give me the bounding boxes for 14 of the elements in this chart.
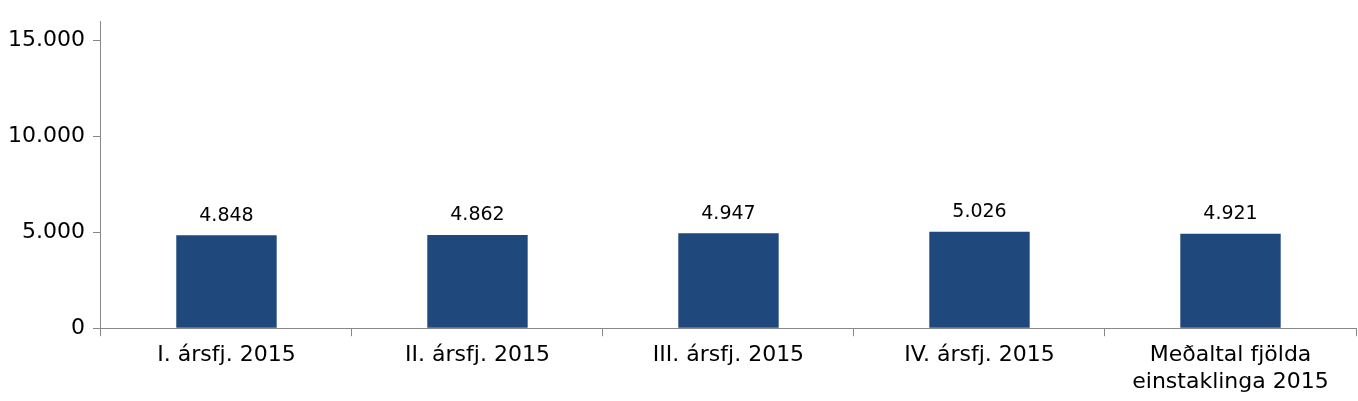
y-tick-label: 15.000 (7, 26, 85, 52)
x-tick-label: II. ársfj. 2015 (405, 341, 550, 367)
data-label: 4.947 (701, 200, 756, 223)
data-label: 4.862 (450, 202, 505, 225)
y-tick-label: 5.000 (21, 217, 85, 243)
x-tick-label: I. ársfj. 2015 (157, 341, 296, 367)
x-tick-label: III. ársfj. 2015 (652, 341, 805, 367)
data-label: 4.921 (1203, 201, 1258, 224)
data-label: 4.848 (199, 202, 254, 225)
x-tick-label: IV. ársfj. 2015 (904, 341, 1055, 367)
y-tick-label: 0 (70, 313, 85, 339)
data-label: 5.026 (952, 199, 1007, 222)
y-tick-label: 10.000 (7, 122, 85, 148)
x-tick-label: Meðaltal fjölda einstaklinga 2015 (1132, 341, 1329, 393)
